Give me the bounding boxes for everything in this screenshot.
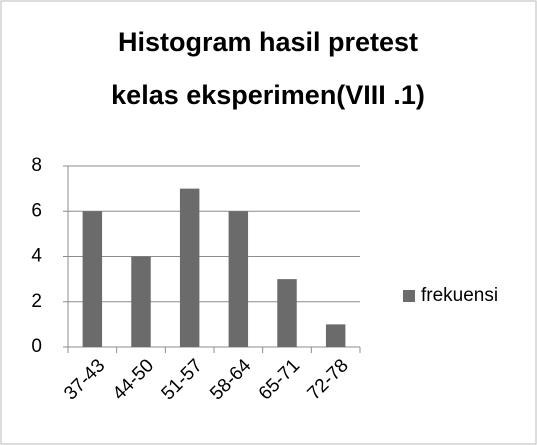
bar <box>325 324 346 347</box>
chart-title: kelas eksperimen(VIII .1) <box>111 80 425 110</box>
y-tick-label: 0 <box>31 336 42 357</box>
y-tick-label: 6 <box>31 200 42 221</box>
legend-label: frekuensi <box>421 285 498 306</box>
bar <box>277 279 297 347</box>
chart-title: Histogram hasil pretest <box>118 27 418 57</box>
bar <box>131 256 151 347</box>
y-tick-label: 8 <box>31 155 42 176</box>
y-tick-label: 2 <box>31 291 42 312</box>
bar <box>228 211 249 347</box>
y-tick-label: 4 <box>31 246 42 267</box>
legend-swatch <box>403 290 415 302</box>
bar <box>82 211 103 347</box>
bar <box>179 188 200 347</box>
